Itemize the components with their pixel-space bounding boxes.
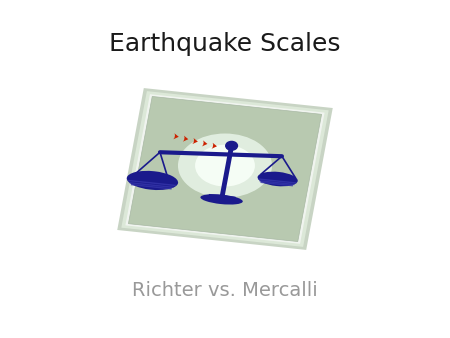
Ellipse shape xyxy=(178,134,272,198)
Polygon shape xyxy=(173,133,179,139)
Ellipse shape xyxy=(127,171,178,190)
Polygon shape xyxy=(183,136,188,142)
Polygon shape xyxy=(202,140,207,146)
Ellipse shape xyxy=(257,172,298,186)
Polygon shape xyxy=(212,143,217,149)
Ellipse shape xyxy=(200,194,243,204)
Polygon shape xyxy=(117,88,333,250)
Polygon shape xyxy=(122,91,328,247)
Polygon shape xyxy=(208,194,236,202)
Polygon shape xyxy=(126,94,324,244)
Circle shape xyxy=(226,141,238,150)
Text: Richter vs. Mercalli: Richter vs. Mercalli xyxy=(132,281,318,300)
Ellipse shape xyxy=(195,145,255,187)
Text: Earthquake Scales: Earthquake Scales xyxy=(109,32,341,56)
Polygon shape xyxy=(193,138,198,144)
Polygon shape xyxy=(128,96,322,242)
